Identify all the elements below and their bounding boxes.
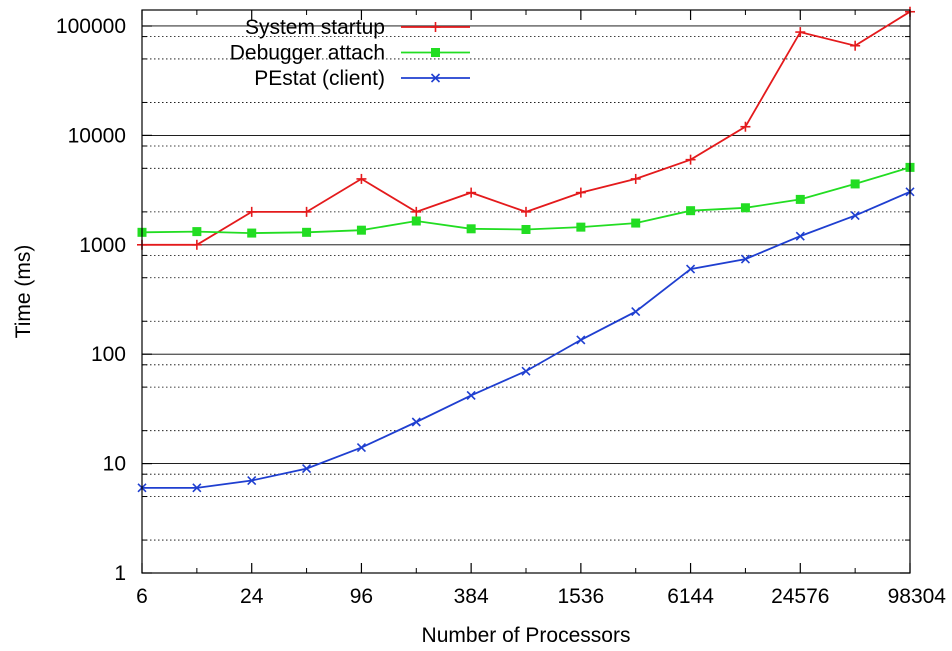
data-point <box>850 210 860 221</box>
y-tick-label: 1000 <box>79 234 126 257</box>
data-point <box>795 231 805 241</box>
data-point <box>301 206 312 217</box>
data-point <box>466 187 477 198</box>
y-tick-label: 100000 <box>56 15 126 38</box>
data-point <box>191 239 202 250</box>
marker-stroke <box>430 73 441 83</box>
data-point <box>795 194 805 204</box>
data-point <box>850 179 860 189</box>
x-tick-label: 6 <box>136 585 148 608</box>
data-point <box>576 222 586 232</box>
y-tick-label: 10000 <box>68 124 126 147</box>
data-point <box>521 366 531 376</box>
x-tick-label: 98304 <box>888 585 947 608</box>
data-point <box>631 307 641 317</box>
data-point <box>411 417 421 427</box>
marker-stroke <box>740 254 750 264</box>
data-point <box>302 227 312 237</box>
data-point <box>631 218 641 228</box>
legend-label: Debugger attach <box>230 42 385 65</box>
data-point <box>411 216 421 226</box>
legend-entry: Debugger attach <box>230 42 470 65</box>
data-point <box>466 390 476 400</box>
marker-stroke <box>631 307 641 317</box>
data-point <box>466 224 476 234</box>
data-point <box>795 27 806 38</box>
data-point <box>850 40 861 51</box>
data-point <box>247 228 257 238</box>
data-point <box>740 254 750 264</box>
data-point <box>247 475 257 486</box>
y-tick-label: 10 <box>103 453 126 476</box>
legend-label: System startup <box>245 16 385 39</box>
marker-stroke <box>302 464 312 474</box>
y-axis-title: Time (ms) <box>12 245 35 339</box>
x-tick-label: 24576 <box>771 585 829 608</box>
series-line <box>142 190 911 489</box>
data-point <box>192 227 202 237</box>
series-1 <box>137 162 915 238</box>
plot-frame <box>141 9 911 574</box>
x-tick-label: 384 <box>454 585 489 608</box>
data-point <box>246 206 257 217</box>
data-point <box>740 121 751 132</box>
data-point <box>521 224 531 234</box>
legend-entry: System startup <box>245 16 470 39</box>
data-point <box>192 483 202 493</box>
x-tick-label: 96 <box>350 585 373 608</box>
data-point <box>411 206 422 217</box>
data-point <box>430 73 441 83</box>
data-point <box>576 335 586 345</box>
data-point <box>356 173 367 184</box>
x-axis-title: Number of Processors <box>422 624 631 647</box>
data-point <box>356 225 366 235</box>
y-tick-label: 1 <box>114 562 126 585</box>
series-2 <box>137 187 915 493</box>
marker-stroke <box>466 390 476 400</box>
marker-stroke <box>576 335 586 345</box>
data-point <box>686 264 696 274</box>
data-point <box>431 48 440 57</box>
marker-stroke <box>192 483 202 493</box>
marker-stroke <box>356 443 366 453</box>
x-tick-label: 6144 <box>667 585 714 608</box>
data-point <box>302 464 312 474</box>
series-lines <box>137 6 915 493</box>
data-point <box>430 22 441 32</box>
x-tick-label: 1536 <box>557 585 604 608</box>
series-line <box>141 166 911 235</box>
y-tick-label: 100 <box>91 343 126 366</box>
grid-lines <box>142 25 910 541</box>
marker-stroke <box>411 417 421 427</box>
marker-stroke <box>795 231 805 241</box>
marker-stroke <box>521 366 531 376</box>
data-point <box>686 206 696 216</box>
axes: 1 10 100 1000 10000 100000 6 24 96 384 1536 6144 245… <box>56 10 946 608</box>
data-point <box>356 443 366 453</box>
data-point <box>630 173 641 184</box>
marker-stroke <box>686 264 696 274</box>
data-point <box>521 206 531 217</box>
legend-label: PEstat (client) <box>254 67 385 90</box>
marker-stroke <box>247 475 257 486</box>
marker-stroke <box>850 210 860 221</box>
x-tick-label: 24 <box>240 585 264 608</box>
data-point <box>740 203 750 213</box>
legend-entry: PEstat (client) <box>254 67 470 90</box>
data-point <box>575 187 586 198</box>
data-point <box>685 154 696 165</box>
